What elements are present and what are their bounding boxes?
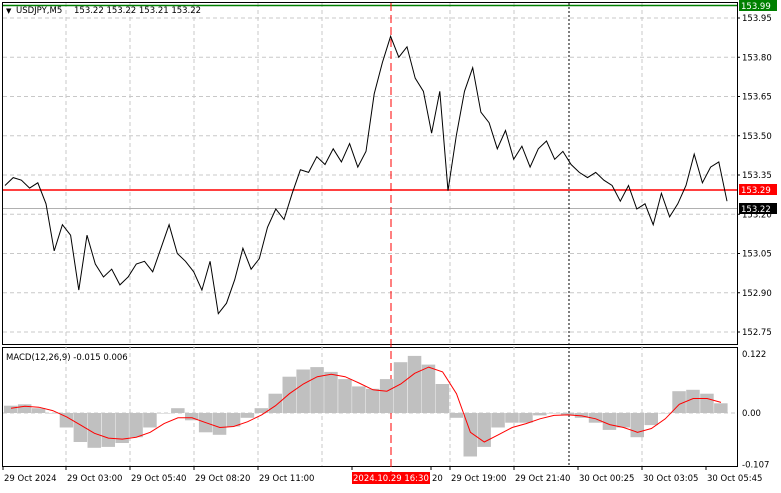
macd-histogram-bar (31, 408, 46, 413)
time-tick-label: 29 Oct 08:20 (195, 474, 250, 484)
macd-histogram-bar (212, 413, 227, 435)
price-tick-label: 153.95 (742, 14, 772, 24)
macd-histogram-bar (644, 413, 658, 426)
last-price-tag: 153.22 (739, 203, 777, 215)
time-tick-label: 30 Oct 03:05 (643, 474, 698, 484)
time-tick-label: 29 Oct 2024 (4, 474, 57, 484)
macd-histogram-bar (101, 413, 115, 447)
level-price-tag-text: 153.29 (741, 186, 771, 196)
macd-histogram-bar (393, 362, 408, 413)
macd-histogram-bar (519, 413, 533, 423)
macd-histogram-bar (616, 413, 631, 428)
macd-histogram-bar (435, 384, 450, 413)
macd-histogram-bar (505, 413, 519, 423)
cursor-time-label: 2024.10.29 16:30 (353, 474, 429, 484)
macd-histogram-bar (115, 413, 129, 443)
macd-histogram-bar (45, 413, 60, 414)
time-tick-label: 30 Oct 00:25 (579, 474, 634, 484)
price-tick-label: 153.80 (742, 53, 772, 63)
macd-histogram-bar (700, 393, 714, 413)
time-tick-label: 20 (432, 474, 443, 484)
time-tick-label: 30 Oct 05:45 (707, 474, 762, 484)
top-price-tag-text: 153.99 (741, 2, 771, 12)
macd-histogram-bar (352, 386, 366, 413)
macd-histogram-bar (547, 413, 561, 414)
price-tick-label: 153.35 (742, 171, 772, 181)
macd-tick-label: 0.00 (742, 409, 761, 419)
macd-histogram-bar (4, 405, 18, 413)
price-axis[interactable]: 153.95153.80153.65153.50153.35153.20153.… (737, 14, 772, 338)
time-tick-label: 29 Oct 19:00 (451, 474, 506, 484)
collapse-arrow-icon[interactable]: ▼ (6, 7, 12, 15)
macd-histogram-bar (129, 413, 143, 438)
time-axis[interactable]: 29 Oct 2024 29 Oct 03:00 29 Oct 05:40 29 Oc… (2, 466, 762, 484)
macd-histogram-bar (588, 413, 603, 423)
macd-histogram-bar (324, 371, 338, 413)
macd-histogram-bar (240, 413, 255, 418)
macd-histogram-bar (630, 413, 644, 438)
macd-histogram-bar (379, 379, 394, 413)
macd-histogram-bar (143, 413, 157, 428)
macd-histogram-bar (296, 369, 310, 413)
time-tick-label: 29 Oct 05:40 (131, 474, 186, 484)
macd-axis[interactable]: 0.122 0.00 -0.107 (742, 350, 769, 471)
macd-signal-line (10, 366, 722, 443)
price-tick-label: 153.20 (742, 210, 772, 220)
macd-histogram-bar (366, 388, 380, 413)
time-tick-label: 29 Oct 11:00 (259, 474, 314, 484)
price-tick-label: 153.05 (742, 250, 772, 260)
price-tick-label: 153.50 (742, 132, 772, 142)
macd-histogram-bar (477, 413, 491, 447)
macd-histogram-bar (560, 413, 575, 416)
macd-histogram-bar (226, 413, 241, 427)
macd-histogram-bar (658, 413, 672, 414)
macd-histogram-bar (407, 355, 422, 413)
macd-indicator-label: MACD(12,26,9) -0.015 0.006 (6, 353, 128, 363)
macd-histogram-bar (59, 413, 74, 428)
macd-histogram-bar (87, 413, 101, 448)
time-tick-label: 29 Oct 03:00 (67, 474, 122, 484)
macd-histogram-bar (421, 364, 436, 413)
macd-histogram-bar (491, 413, 505, 428)
ohlc-values: 153.22 153.22 153.21 153.22 (74, 6, 201, 16)
macd-histogram-bar (185, 413, 199, 421)
macd-histogram-bar (282, 376, 296, 413)
price-tick-label: 153.65 (742, 93, 772, 103)
top-price-tag: 153.99 (739, 0, 777, 12)
price-series-line (4, 34, 728, 315)
macd-histogram-bar (449, 413, 463, 418)
price-tick-label: 152.75 (742, 328, 772, 338)
macd-tick-label: -0.107 (742, 461, 769, 471)
macd-histogram-bar (157, 413, 171, 414)
macd-histogram-bar (686, 389, 700, 413)
price-tick-label: 152.90 (742, 289, 772, 299)
macd-tick-label: 0.122 (742, 350, 766, 360)
time-tick-label: 29 Oct 21:40 (515, 474, 570, 484)
macd-histogram-bar (73, 413, 88, 442)
symbol-label: USDJPY,M5 (16, 6, 62, 16)
macd-histogram-bar (268, 393, 282, 413)
macd-histogram-bar (17, 404, 32, 413)
level-price-tag: 153.29 (739, 184, 777, 196)
macd-histogram-bar (602, 413, 617, 430)
macd-histogram-bar (338, 379, 352, 413)
cursor-time-tag (352, 472, 430, 484)
price-pane[interactable] (2, 2, 738, 345)
macd-histogram-bar (533, 413, 547, 416)
macd-histogram-bar (254, 408, 269, 413)
last-price-tag-text: 153.22 (741, 205, 771, 215)
macd-histogram-bar (171, 408, 185, 413)
macd-histogram-bar (714, 403, 728, 413)
macd-histogram-bar (310, 367, 324, 413)
